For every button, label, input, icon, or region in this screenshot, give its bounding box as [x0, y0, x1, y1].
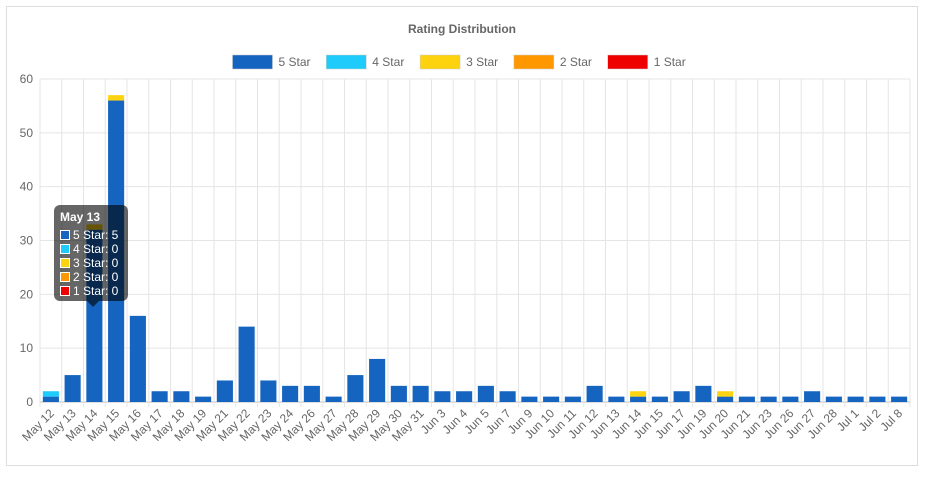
bar-may-24-5-star[interactable] — [282, 385, 299, 402]
bar-jun-7-5-star[interactable] — [499, 391, 516, 402]
bar-may-29-5-star[interactable] — [369, 358, 386, 402]
y-tick-label: 10 — [20, 341, 34, 355]
tooltip-label: 2 Star: 0 — [73, 270, 119, 284]
bar-jul-1-5-star[interactable] — [847, 396, 864, 402]
bar-may-21-5-star[interactable] — [216, 380, 233, 402]
x-tick-label: Jul 8 — [877, 406, 905, 434]
y-tick-label: 40 — [20, 180, 34, 194]
bar-may-28-5-star[interactable] — [347, 375, 364, 402]
legend-label-4-star[interactable]: 4 Star — [372, 55, 404, 69]
tooltip-title: May 13 — [60, 210, 101, 224]
bar-may-12-4-star[interactable] — [42, 391, 59, 397]
legend-swatch-5-star[interactable] — [232, 54, 273, 70]
bar-jun-20-3-star[interactable] — [717, 391, 734, 397]
chart-card: Rating Distribution 5 Star 4 Star 3 Star 2 … — [6, 6, 918, 466]
tooltip-swatch — [60, 230, 70, 240]
chart-title: Rating Distribution — [408, 22, 516, 36]
bar-jun-13-5-star[interactable] — [608, 396, 625, 402]
y-tick-label: 50 — [20, 126, 34, 140]
bar-jun-3-5-star[interactable] — [434, 391, 451, 402]
y-tick-label: 60 — [20, 72, 34, 86]
chart-legend: 5 Star 4 Star 3 Star 2 Star 1 Star — [232, 54, 686, 70]
y-tick-label: 30 — [20, 234, 34, 248]
tooltip-swatch — [60, 258, 70, 268]
legend-swatch-1-star[interactable] — [607, 54, 648, 70]
bar-may-17-5-star[interactable] — [151, 391, 168, 402]
y-tick-label: 0 — [26, 395, 33, 409]
tooltip-row: 5 Star: 5 — [60, 228, 122, 242]
bar-may-23-5-star[interactable] — [260, 380, 277, 402]
bar-jun-12-5-star[interactable] — [586, 385, 603, 402]
bar-jun-28-5-star[interactable] — [825, 396, 842, 402]
bar-jun-17-5-star[interactable] — [673, 391, 690, 402]
y-axis-labels: 0 10 20 30 40 50 60 — [20, 72, 34, 409]
bar-may-18-5-star[interactable] — [173, 391, 190, 402]
chart-grid — [39, 78, 911, 407]
tooltip-row: 3 Star: 0 — [60, 256, 122, 270]
bar-may-27-5-star[interactable] — [325, 396, 342, 402]
tooltip-row: 1 Star: 0 — [60, 284, 122, 298]
bar-may-31-5-star[interactable] — [412, 385, 429, 402]
bar-jun-5-5-star[interactable] — [477, 385, 494, 402]
bar-may-16-5-star[interactable] — [129, 315, 146, 402]
bar-may-12-5-star[interactable] — [42, 396, 59, 402]
bar-jun-23-5-star[interactable] — [760, 396, 777, 402]
bar-jun-14-5-star[interactable] — [630, 396, 647, 402]
tooltip-caret — [87, 301, 99, 307]
bar-jun-21-5-star[interactable] — [738, 396, 755, 402]
tooltip-label: 3 Star: 0 — [73, 256, 119, 270]
tooltip-swatch — [60, 272, 70, 282]
bar-jun-11-5-star[interactable] — [564, 396, 581, 402]
bar-jun-27-5-star[interactable] — [804, 391, 821, 402]
bar-jun-4-5-star[interactable] — [456, 391, 473, 402]
bar-jun-15-5-star[interactable] — [651, 396, 668, 402]
rating-distribution-chart: Rating Distribution 5 Star 4 Star 3 Star 2 … — [19, 22, 911, 444]
bar-may-30-5-star[interactable] — [390, 385, 407, 402]
bar-may-22-5-star[interactable] — [238, 326, 255, 402]
tooltip-row: 4 Star: 0 — [60, 242, 122, 256]
tooltip-row: 2 Star: 0 — [60, 270, 122, 284]
tooltip-label: 5 Star: 5 — [73, 228, 119, 242]
tooltip-label: 4 Star: 0 — [73, 242, 119, 256]
bar-jul-8-5-star[interactable] — [891, 396, 908, 402]
bar-jul-2-5-star[interactable] — [869, 396, 886, 402]
x-tick-label: Jul 1 — [834, 406, 862, 434]
bar-jun-10-5-star[interactable] — [543, 396, 560, 402]
bar-may-15-3-star[interactable] — [108, 95, 125, 101]
bar-jun-14-3-star[interactable] — [630, 391, 647, 397]
tooltip-swatch — [60, 244, 70, 254]
legend-swatch-4-star[interactable] — [326, 54, 367, 70]
bar-jun-26-5-star[interactable] — [782, 396, 799, 402]
bar-may-26-5-star[interactable] — [303, 385, 320, 402]
bar-may-19-5-star[interactable] — [195, 396, 212, 402]
legend-label-5-star[interactable]: 5 Star — [279, 55, 311, 69]
legend-label-3-star[interactable]: 3 Star — [466, 55, 498, 69]
legend-swatch-3-star[interactable] — [419, 54, 461, 70]
bar-jun-19-5-star[interactable] — [695, 385, 712, 402]
bar-jun-20-5-star[interactable] — [717, 396, 734, 402]
y-tick-label: 20 — [20, 287, 34, 301]
legend-label-1-star[interactable]: 1 Star — [654, 55, 686, 69]
tooltip-swatch — [60, 286, 70, 296]
legend-swatch-2-star[interactable] — [513, 54, 555, 70]
chart-bars — [42, 95, 908, 403]
legend-label-2-star[interactable]: 2 Star — [560, 55, 592, 69]
bar-jun-9-5-star[interactable] — [521, 396, 538, 402]
tooltip-label: 1 Star: 0 — [73, 284, 119, 298]
x-tick-label: Jul 2 — [856, 406, 884, 434]
bar-may-13-5-star[interactable] — [64, 375, 81, 402]
